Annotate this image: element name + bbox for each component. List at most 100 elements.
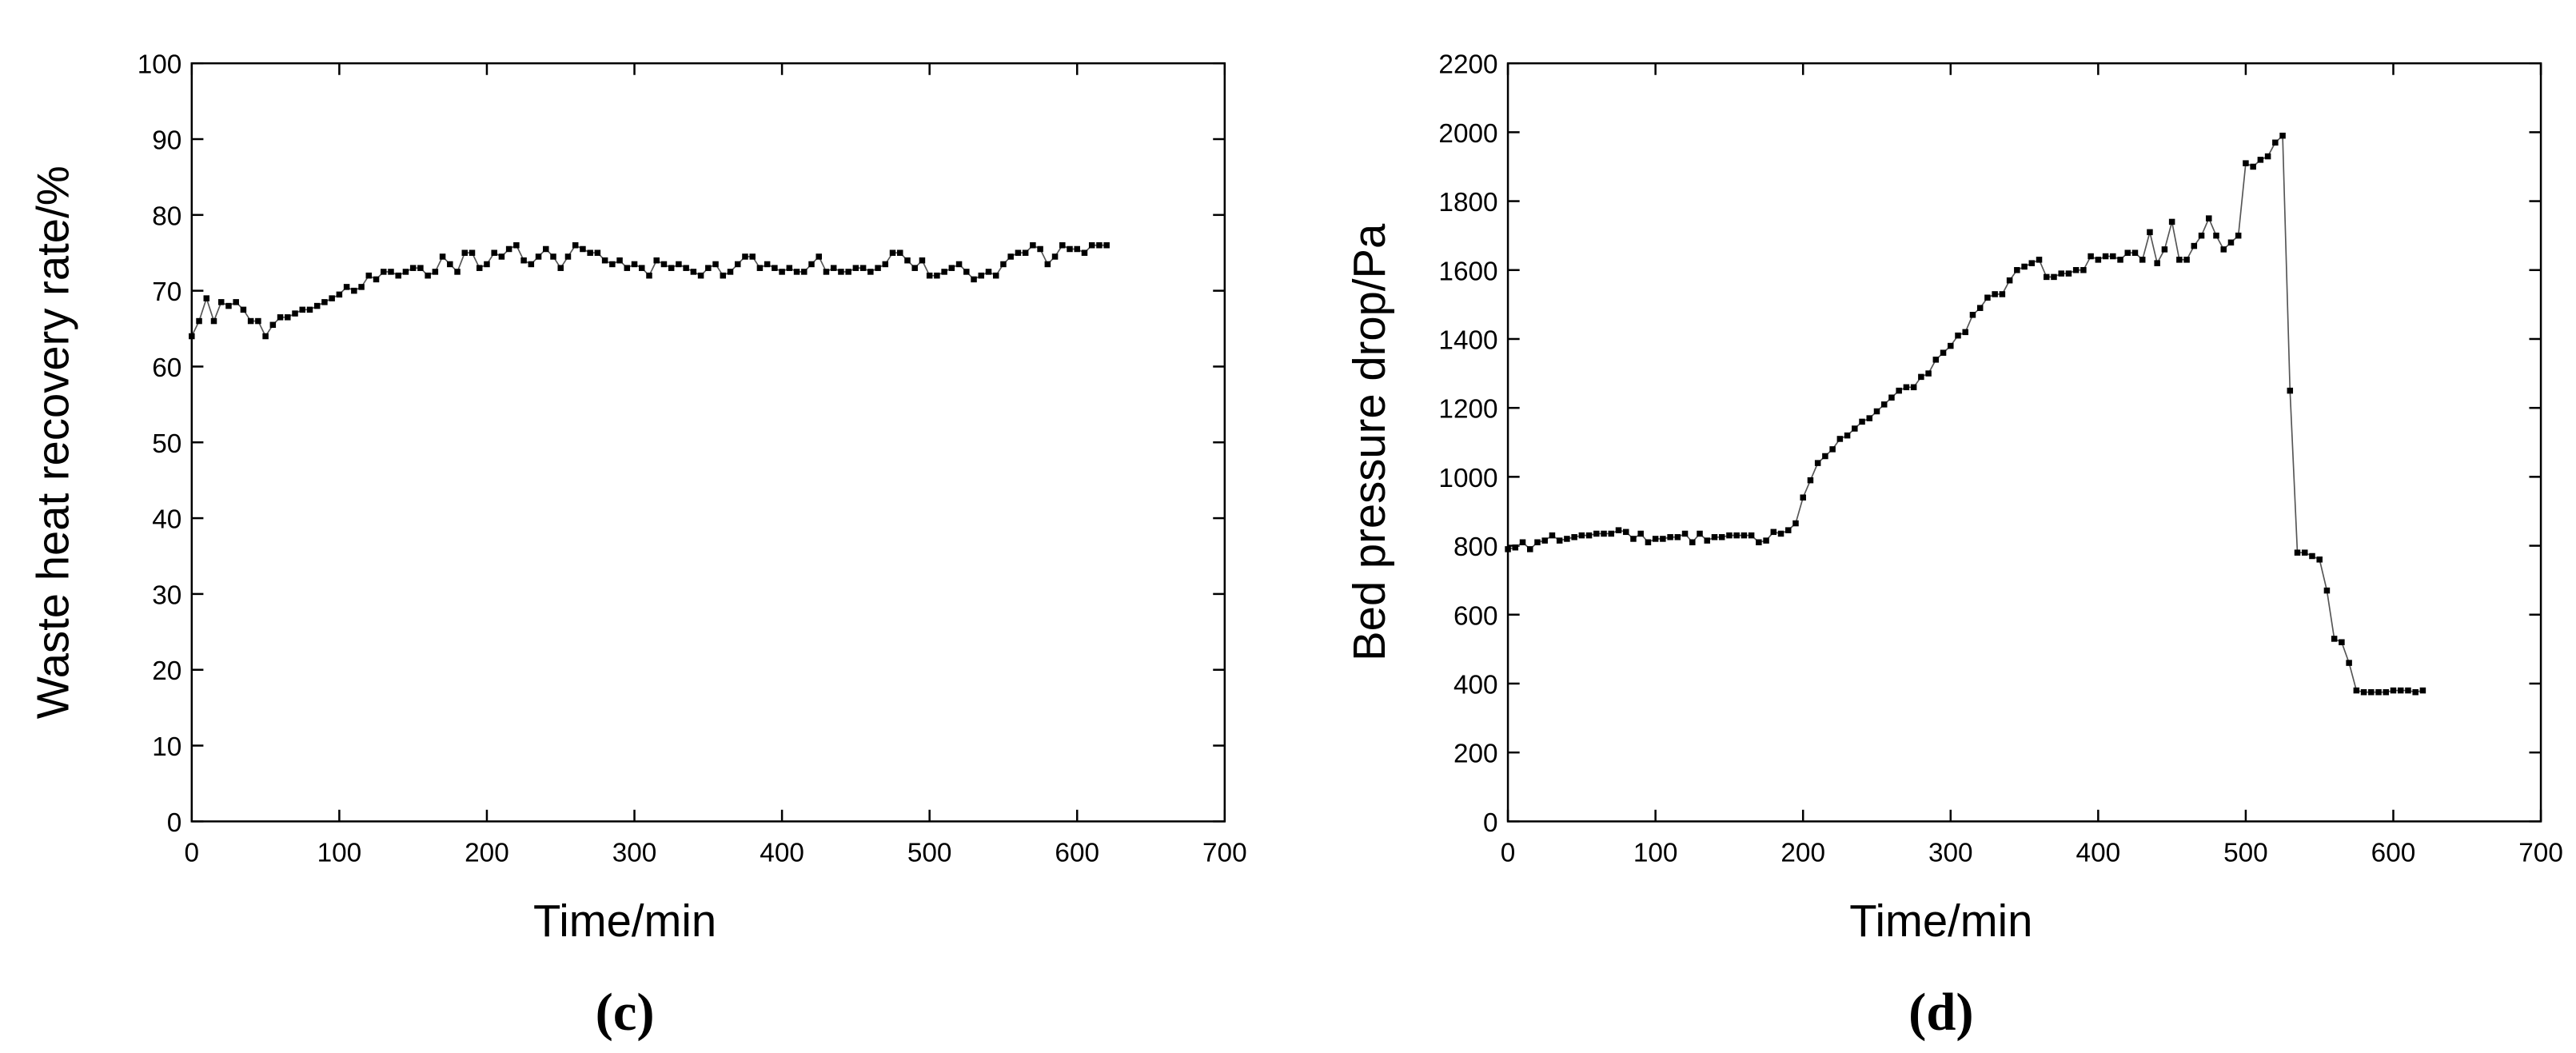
data-point (2375, 688, 2382, 696)
x-tick-label: 500 (2223, 838, 2268, 868)
data-point (2161, 246, 2168, 253)
data-point (2191, 242, 2198, 249)
data-point (1645, 539, 1652, 546)
data-point (1741, 532, 1748, 539)
data-point (2412, 688, 2418, 696)
plot-frame (190, 62, 1226, 823)
data-point (882, 261, 889, 268)
data-point (779, 269, 785, 275)
data-point (793, 269, 800, 275)
data-point (594, 249, 601, 256)
data-point (491, 249, 497, 256)
y-tick-label: 100 (138, 50, 182, 80)
data-point (2383, 688, 2390, 696)
data-point (351, 287, 357, 294)
data-point (2168, 218, 2175, 225)
data-point (1836, 436, 1844, 442)
x-tick-label: 0 (1501, 838, 1516, 868)
x-tick-label: 200 (465, 838, 509, 868)
data-point (225, 302, 232, 309)
data-point (1829, 446, 1836, 453)
data-point (904, 257, 911, 264)
data-point (520, 257, 527, 264)
data-point (388, 269, 394, 275)
data-point (1992, 291, 1998, 297)
data-point (2014, 267, 2020, 273)
data-point (815, 253, 822, 260)
x-tick-label: 300 (612, 838, 657, 868)
data-point (587, 249, 593, 256)
x-axis-title: Time/min (1849, 895, 2032, 946)
data-point (1652, 536, 1659, 542)
data-point (233, 299, 239, 305)
data-point (1792, 520, 1799, 527)
plot-frame (1506, 62, 2542, 823)
data-point (668, 265, 675, 271)
data-point (2036, 257, 2043, 263)
data-point (1534, 539, 1541, 546)
data-point (240, 306, 247, 313)
panel-caption: (c) (596, 983, 655, 1042)
data-point (1615, 527, 1622, 533)
data-point (2198, 232, 2205, 239)
data-point (2051, 273, 2057, 281)
y-tick-label: 200 (1453, 740, 1498, 769)
data-point (2257, 157, 2264, 163)
data-point (1088, 241, 1095, 249)
data-point (2139, 257, 2146, 263)
data-point (2065, 270, 2072, 277)
data-point (1763, 537, 1769, 544)
data-point (772, 265, 778, 271)
data-point (505, 245, 512, 253)
data-point (2419, 687, 2426, 694)
data-point (2227, 239, 2235, 246)
data-point (2102, 253, 2109, 260)
data-point (217, 299, 225, 305)
data-point (705, 265, 712, 271)
x-tick-label: 700 (1202, 838, 1247, 868)
data-point (535, 253, 542, 260)
data-point (343, 284, 350, 290)
data-point (1608, 530, 1615, 537)
data-point (2213, 232, 2219, 239)
data-point (897, 249, 903, 256)
data-point (1000, 261, 1007, 268)
data-point (417, 265, 424, 271)
data-point (676, 261, 682, 268)
data-point (1630, 536, 1637, 542)
data-point (1918, 373, 1924, 381)
data-point (395, 272, 401, 279)
data-point (683, 265, 689, 271)
data-point (1578, 532, 1585, 539)
data-point (2397, 687, 2404, 694)
y-tick-label: 1200 (1438, 395, 1497, 425)
data-point (985, 269, 992, 275)
data-point (1800, 494, 1806, 501)
data-point (1564, 536, 1570, 542)
data-point (528, 261, 535, 268)
data-point (660, 261, 668, 268)
data-point (764, 261, 771, 268)
data-point (1007, 253, 1014, 260)
data-point (2088, 253, 2094, 260)
data-point (1081, 249, 1088, 256)
data-point (1512, 544, 1519, 551)
data-point (2183, 257, 2190, 263)
data-point (1910, 384, 1917, 391)
data-point (2176, 257, 2183, 263)
data-point (299, 306, 305, 313)
data-point (2006, 277, 2013, 284)
y-tick-label: 20 (152, 656, 181, 686)
data-point (2309, 552, 2315, 560)
data-point (1866, 415, 1873, 421)
data-point (734, 261, 741, 268)
y-tick-label: 40 (152, 505, 181, 535)
data-point (756, 265, 764, 271)
data-point (336, 291, 343, 298)
data-point (1074, 245, 1080, 253)
data-point (934, 272, 940, 279)
y-tick-label: 2000 (1438, 119, 1497, 149)
data-point (1896, 387, 1902, 394)
data-point (2028, 260, 2036, 266)
